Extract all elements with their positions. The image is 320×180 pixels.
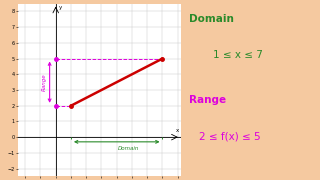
Text: Range: Range	[42, 73, 47, 91]
Text: Range: Range	[189, 95, 227, 105]
Text: Domain: Domain	[189, 14, 234, 24]
Text: Domain: Domain	[118, 146, 140, 151]
Text: 2 ≤ f(x) ≤ 5: 2 ≤ f(x) ≤ 5	[199, 131, 260, 141]
Text: 1 ≤ x ≤ 7: 1 ≤ x ≤ 7	[213, 50, 262, 60]
Text: y: y	[59, 5, 62, 10]
Text: x: x	[176, 128, 179, 133]
